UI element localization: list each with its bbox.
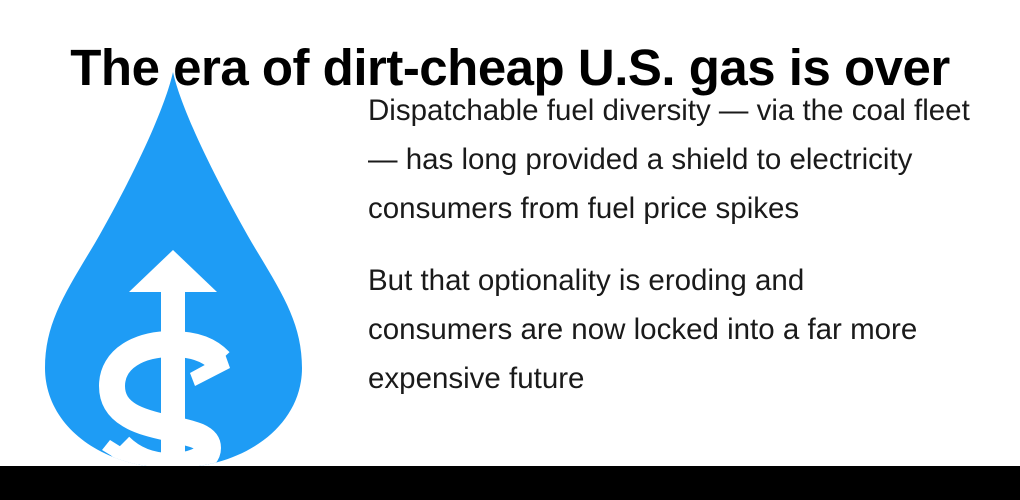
paragraph-fuel-diversity: Dispatchable fuel diversity — via the co… <box>368 94 970 225</box>
body-text: Dispatchable fuel diversity — via the co… <box>368 86 998 403</box>
footer-bar <box>0 466 1020 500</box>
gas-drop-price-rise-icon <box>40 68 310 468</box>
drop-icon-svg <box>45 72 302 468</box>
page-title: The era of dirt-cheap U.S. gas is over <box>70 39 950 97</box>
paragraph-optionality-eroding: But that optionality is eroding and cons… <box>368 264 918 395</box>
dollar-arrow-symbol <box>98 250 230 468</box>
